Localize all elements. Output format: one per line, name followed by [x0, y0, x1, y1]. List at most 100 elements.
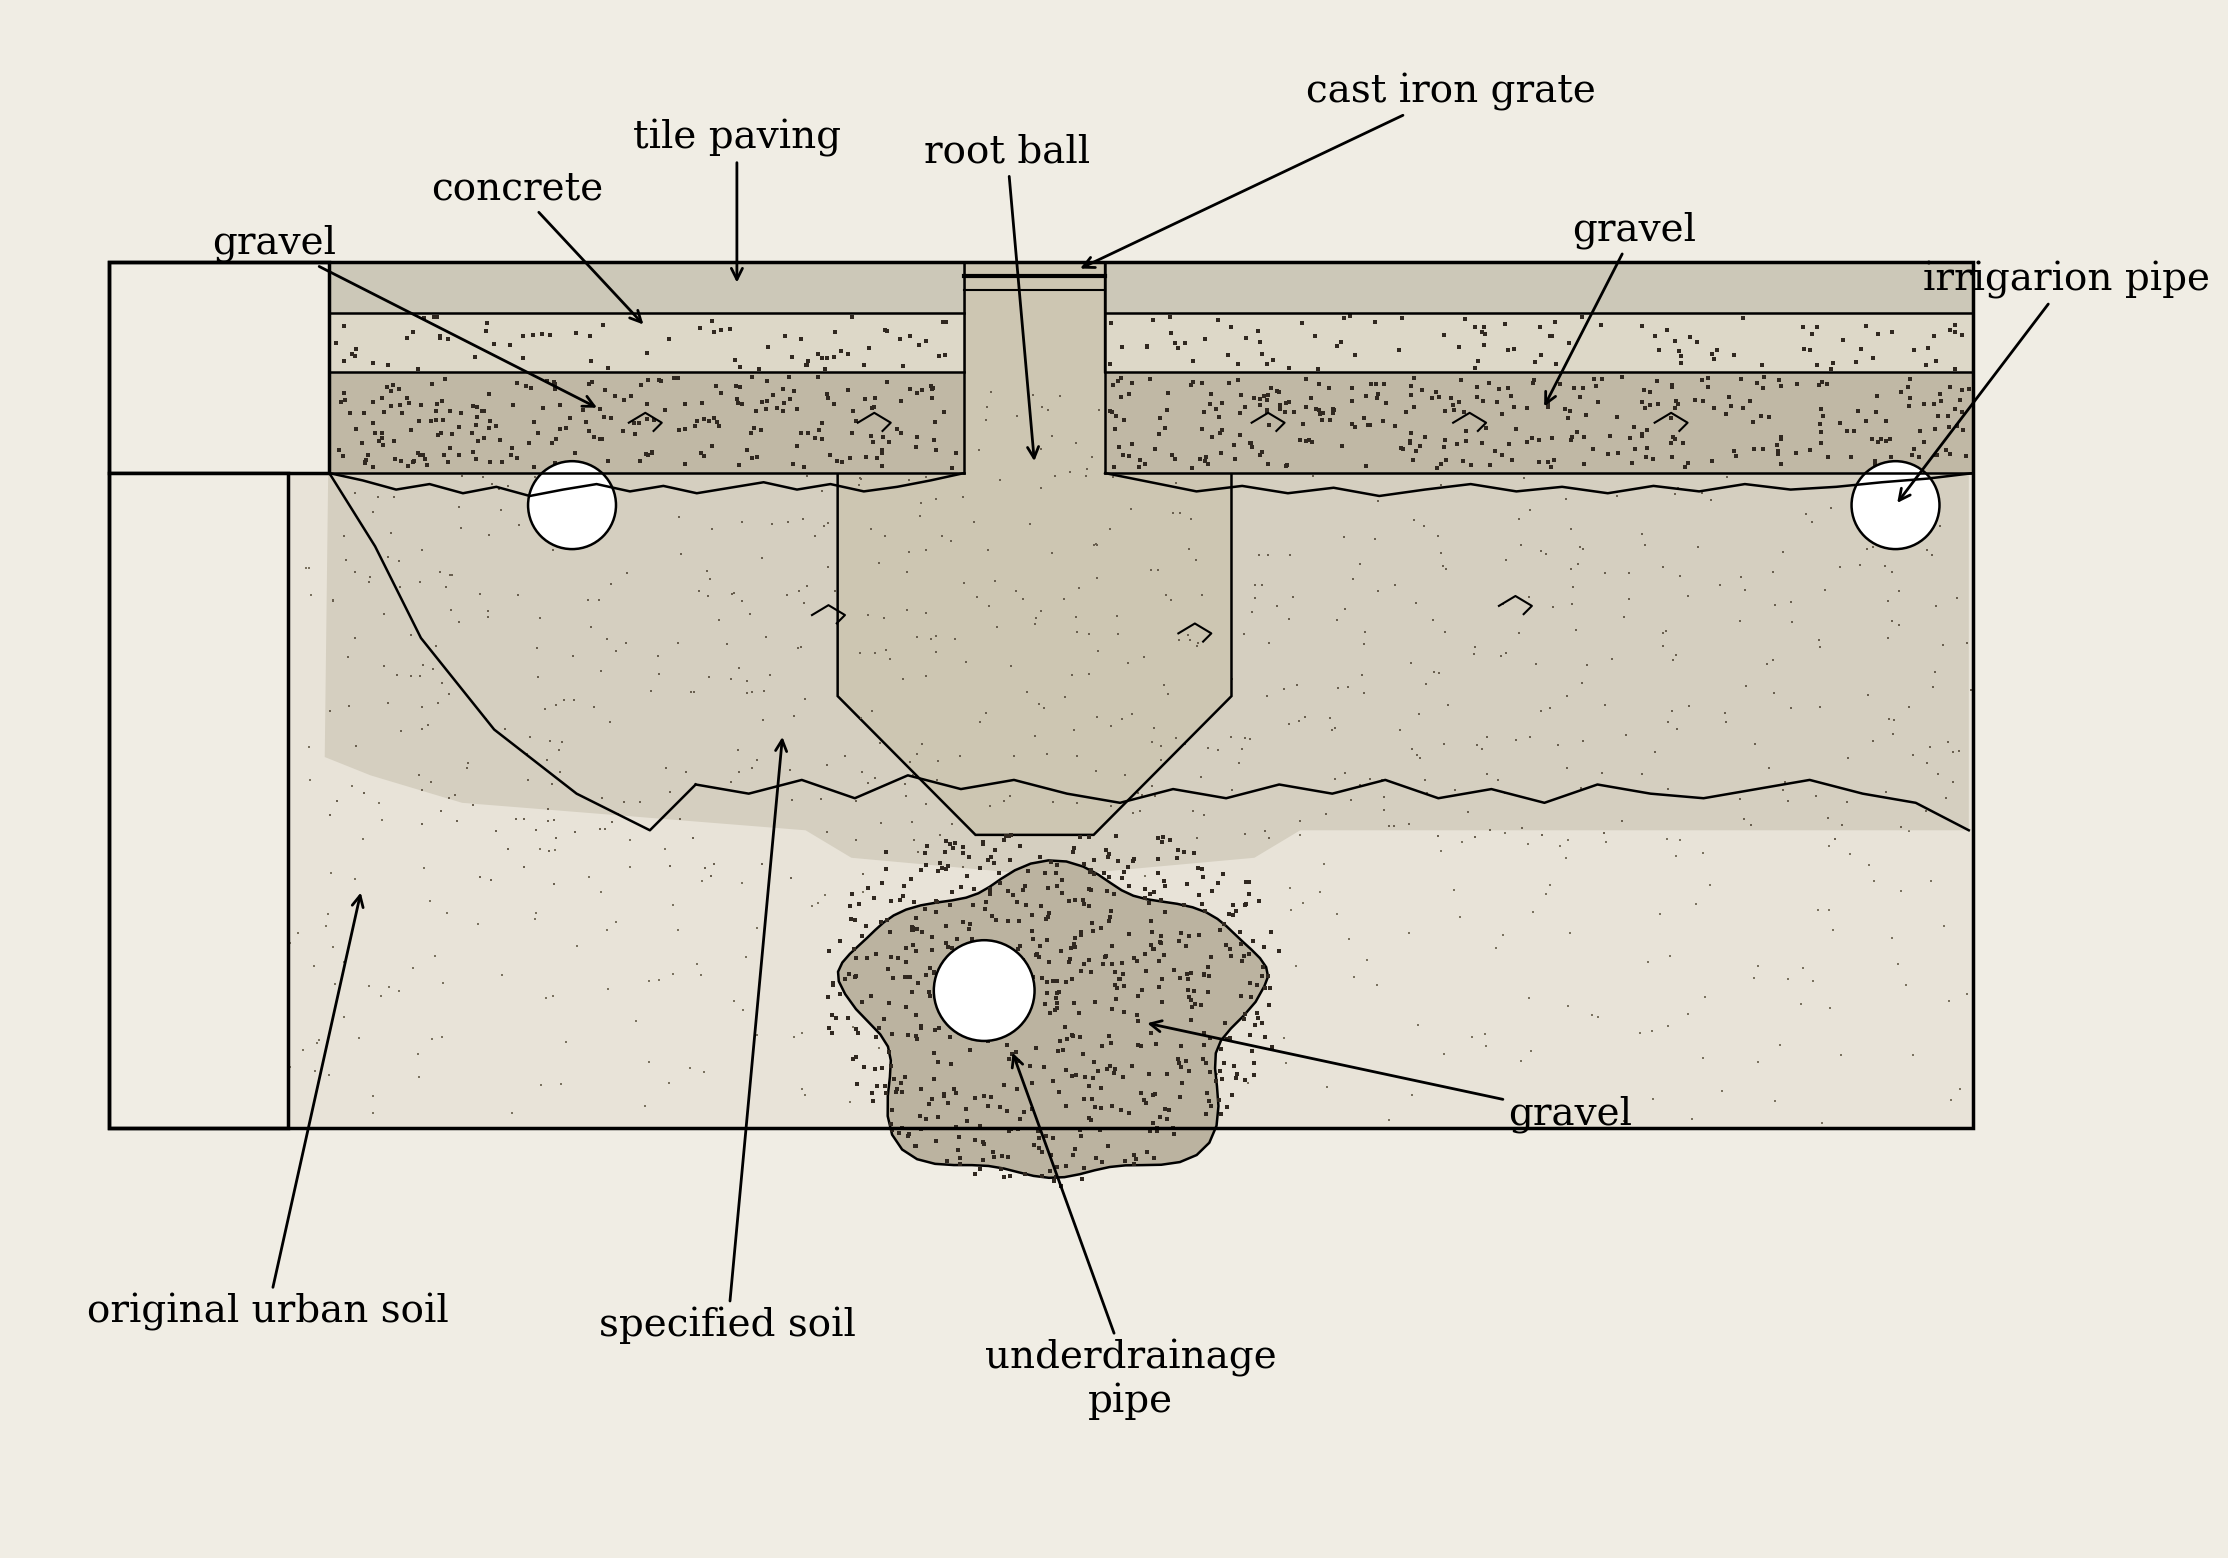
Point — [833, 634, 869, 659]
Point — [1673, 324, 1709, 349]
Point — [570, 587, 606, 612]
Point — [138, 810, 174, 835]
Point — [1366, 371, 1401, 396]
Point — [1130, 439, 1165, 464]
Point — [1101, 966, 1136, 991]
Point — [1829, 790, 1865, 815]
Point — [1143, 405, 1179, 430]
Point — [1176, 841, 1212, 866]
Point — [1047, 1058, 1083, 1083]
Point — [704, 318, 740, 343]
Point — [1185, 419, 1221, 444]
Point — [920, 748, 956, 773]
Point — [686, 855, 722, 880]
Point — [1101, 622, 1136, 647]
Point — [602, 428, 637, 453]
Point — [991, 784, 1027, 809]
Point — [1600, 441, 1635, 466]
Point — [1167, 460, 1203, 485]
Point — [907, 841, 942, 866]
Point — [1762, 1033, 1798, 1058]
Point — [524, 1072, 559, 1097]
Point — [252, 1017, 287, 1042]
Point — [800, 891, 836, 916]
Point — [414, 770, 450, 795]
Point — [1428, 266, 1464, 291]
Point — [693, 516, 729, 541]
Point — [1194, 425, 1230, 450]
Point — [272, 932, 307, 957]
Point — [1802, 628, 1838, 653]
Point — [1134, 729, 1170, 754]
Point — [1136, 936, 1172, 961]
Point — [1243, 1011, 1279, 1036]
Point — [1943, 388, 1978, 413]
Point — [925, 855, 960, 880]
Point — [361, 791, 397, 816]
Point — [836, 1047, 871, 1072]
Point — [900, 840, 936, 865]
Point — [1809, 371, 1845, 396]
Point — [423, 799, 459, 824]
Point — [1894, 442, 1929, 467]
Point — [1032, 950, 1067, 975]
Point — [1457, 355, 1493, 380]
Point — [1524, 343, 1560, 368]
Point — [1399, 446, 1435, 471]
Point — [628, 1094, 664, 1119]
Point — [1014, 1050, 1049, 1075]
Point — [1796, 969, 1831, 994]
Point — [746, 678, 782, 703]
Point — [1192, 1089, 1228, 1114]
Point — [546, 687, 582, 712]
Point — [466, 425, 501, 450]
Point — [869, 1081, 905, 1106]
Point — [1096, 455, 1132, 480]
Point — [532, 729, 568, 754]
Point — [1531, 449, 1566, 474]
Point — [1085, 952, 1121, 977]
Point — [1274, 647, 1310, 671]
Point — [1328, 774, 1364, 799]
Point — [998, 890, 1034, 915]
Point — [1259, 533, 1294, 558]
Point — [1444, 829, 1479, 854]
Point — [1078, 759, 1114, 784]
Point — [377, 485, 412, 509]
Point — [390, 385, 426, 410]
Point — [334, 773, 370, 798]
Point — [1945, 418, 1981, 442]
Point — [573, 347, 608, 372]
Point — [1018, 1036, 1054, 1061]
Point — [1504, 533, 1540, 558]
Point — [991, 1144, 1027, 1168]
Point — [428, 366, 463, 391]
Point — [1426, 732, 1462, 757]
Point — [1290, 391, 1326, 416]
Point — [1468, 416, 1504, 441]
Point — [328, 547, 363, 572]
Point — [381, 735, 417, 760]
Point — [804, 425, 840, 450]
Point — [1103, 503, 1139, 528]
Point — [913, 375, 949, 400]
Point — [1727, 578, 1762, 603]
Point — [1007, 988, 1043, 1013]
Point — [1310, 1073, 1346, 1098]
Point — [1185, 609, 1221, 634]
Point — [1094, 790, 1130, 815]
Point — [129, 1091, 165, 1116]
Point — [925, 310, 960, 335]
Point — [733, 421, 769, 446]
Point — [976, 877, 1012, 902]
Point — [383, 324, 419, 349]
Point — [920, 858, 956, 883]
Point — [517, 907, 553, 932]
Point — [1185, 1047, 1221, 1072]
Point — [1172, 628, 1208, 653]
Point — [749, 397, 784, 422]
Point — [655, 313, 691, 338]
Point — [713, 667, 749, 692]
Point — [1116, 1142, 1152, 1167]
Point — [1936, 357, 1972, 382]
